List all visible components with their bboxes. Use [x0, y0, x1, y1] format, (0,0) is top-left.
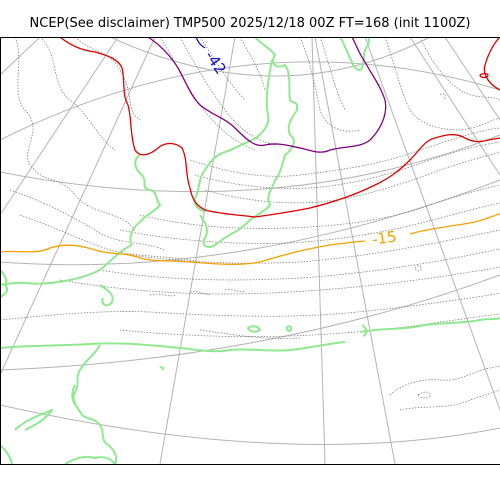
- dotted-isotherm-22: [149, 293, 176, 297]
- coastline-3: [339, 37, 370, 71]
- purple-isotherm: [147, 37, 387, 153]
- latitude-arc-2: [0, 61, 500, 141]
- map-canvas: -15 -42: [0, 37, 500, 464]
- map-title: NCEP(See disclaimer) TMP500 2025/12/18 0…: [29, 16, 471, 31]
- dotted-isotherm-25: [0, 292, 500, 321]
- meridian-10: [0, 37, 41, 76]
- coastline-10: [72, 344, 118, 464]
- contour-label-minus-15: -15: [371, 227, 398, 248]
- dotted-isotherm-23: [189, 291, 211, 295]
- latitude-arc-1: [109, 37, 431, 77]
- coastline-2: [193, 59, 273, 213]
- coastline-18: [361, 324, 368, 337]
- dotted-isotherm-14: [189, 127, 500, 177]
- dotted-isotherm-5: [19, 214, 201, 263]
- dotted-isotherm-21: [59, 266, 500, 295]
- graticule-meridians: [0, 37, 500, 464]
- meridian-2: [0, 37, 119, 216]
- coastline-11: [71, 384, 79, 409]
- red-isotherm-right: [483, 37, 500, 91]
- coastline-7: [0, 269, 9, 298]
- meridian-7: [364, 37, 500, 411]
- dotted-isotherm-32: [439, 93, 447, 100]
- dotted-isotherm-10: [299, 37, 361, 132]
- meridian-8: [409, 37, 500, 176]
- coastline-15: [247, 325, 261, 333]
- meridian-6: [314, 37, 396, 464]
- coastline-5: [0, 244, 133, 286]
- dotted-isotherm-15: [194, 141, 500, 189]
- dotted-isotherm-28: [399, 389, 500, 411]
- meridian-5: [311, 37, 326, 464]
- orange-isotherm-minus-15: [0, 213, 500, 265]
- dotted-isotherm-11: [319, 37, 346, 111]
- contour-label-minus-42: -42: [201, 47, 230, 77]
- dotted-isotherm-19: [129, 229, 500, 264]
- coastline-8: [99, 284, 114, 307]
- coastline-12: [14, 409, 53, 431]
- dotted-isotherm-20: [99, 248, 500, 281]
- meridian-9: [444, 37, 500, 121]
- dotted-isotherm-27: [389, 365, 500, 396]
- dotted-isotherm-12: [384, 37, 500, 131]
- dotted-isotherms: [0, 37, 500, 411]
- coastline-1: [249, 37, 299, 221]
- dotted-isotherm-30: [414, 265, 422, 272]
- coastline-4: [129, 154, 161, 246]
- coastline-13: [64, 455, 116, 464]
- dotted-isotherm-31: [199, 329, 301, 339]
- dotted-isotherm-16: [204, 151, 500, 204]
- latitude-arc-6: [0, 404, 500, 445]
- latitude-arc-5: [0, 274, 500, 371]
- graticule-latitude-lines: [0, 37, 500, 445]
- red-isotherm: [59, 37, 500, 218]
- coastline-6: [199, 214, 251, 248]
- dotted-isotherm-13: [419, 37, 500, 101]
- blue-isotherm-minus-42: [195, 37, 206, 49]
- dotted-isotherm-2: [39, 37, 116, 151]
- latitude-arc-4: [0, 179, 500, 266]
- meridian-4: [159, 37, 236, 464]
- dotted-isotherm-26: [119, 313, 500, 338]
- meridian-3: [0, 37, 156, 376]
- coastlines: [0, 37, 500, 464]
- dotted-isotherm-7: [179, 37, 276, 146]
- dotted-isotherm-24: [224, 289, 246, 293]
- dotted-isotherm-29: [417, 391, 431, 399]
- coastline-19: [159, 366, 164, 371]
- coastline-14: [0, 444, 13, 464]
- dotted-isotherm-1: [14, 37, 136, 231]
- coastline-9: [0, 341, 346, 353]
- dotted-isotherm-4: [9, 189, 166, 251]
- red-isotherm-small: [479, 72, 489, 79]
- coastline-16: [285, 325, 293, 332]
- latitude-arc-3: [0, 134, 500, 193]
- dotted-isotherm-18: [119, 202, 500, 244]
- coastline-17: [359, 317, 500, 333]
